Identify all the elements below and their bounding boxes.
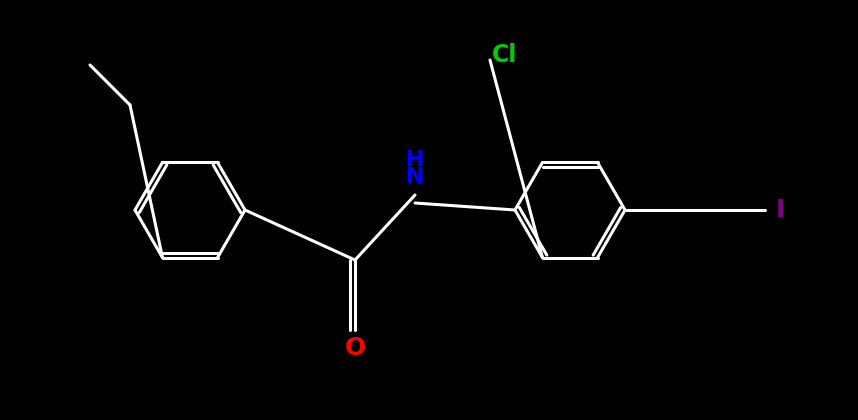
Text: H
N: H N — [406, 150, 424, 187]
Text: Cl: Cl — [492, 43, 517, 67]
Text: O: O — [344, 336, 366, 360]
Text: I: I — [776, 198, 784, 222]
